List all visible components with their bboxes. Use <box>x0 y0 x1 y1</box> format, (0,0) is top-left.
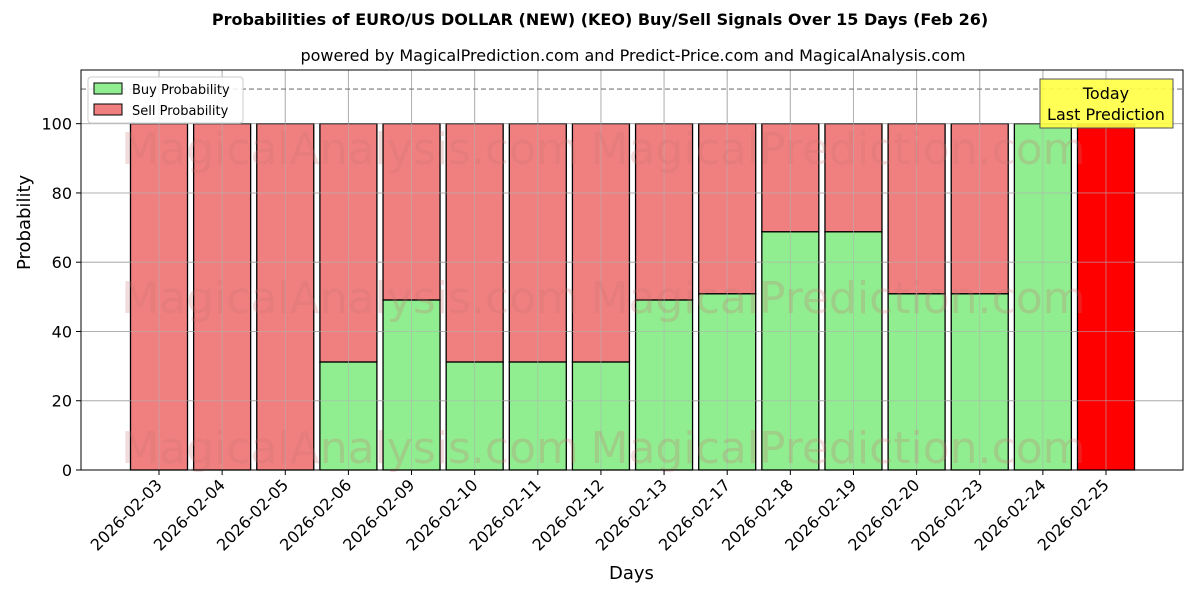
watermark: MagicalPrediction.com <box>591 124 1086 175</box>
y-axis-label: Probability <box>14 174 35 270</box>
annotation-line1: Today <box>1082 84 1129 103</box>
y-tick-label: 20 <box>52 392 72 411</box>
legend-sell-label: Sell Probability <box>132 104 229 119</box>
watermark: MagicalAnalysis.com <box>121 423 579 474</box>
watermark: MagicalPrediction.com <box>591 273 1086 324</box>
legend-buy-label: Buy Probability <box>132 83 230 98</box>
y-tick-label: 60 <box>52 253 72 272</box>
legend <box>87 76 244 124</box>
watermark: MagicalAnalysis.com <box>121 273 579 324</box>
today-annotation <box>1039 78 1174 129</box>
x-axis-label: Days <box>609 563 654 584</box>
y-tick-label: 100 <box>41 115 72 134</box>
y-tick-label: 80 <box>52 184 72 203</box>
legend-buy-swatch <box>93 82 123 95</box>
annotation-line2: Last Prediction <box>1047 105 1165 124</box>
legend-sell-swatch <box>93 103 123 116</box>
plot-frame <box>80 69 1184 471</box>
chart-subtitle: powered by MagicalPrediction.com and Pre… <box>300 46 966 65</box>
chart-title: Probabilities of EURO/US DOLLAR (NEW) (K… <box>211 10 989 29</box>
y-tick-label: 0 <box>62 461 72 480</box>
y-tick-label: 40 <box>52 322 72 341</box>
watermark: MagicalAnalysis.com <box>121 124 579 175</box>
watermark: MagicalPrediction.com <box>591 423 1086 474</box>
